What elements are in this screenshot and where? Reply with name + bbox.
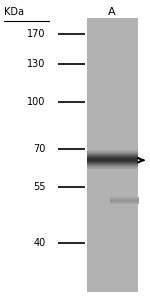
Text: KDa: KDa [4,7,24,17]
Text: 70: 70 [33,144,46,154]
Text: 55: 55 [33,182,46,192]
Text: A: A [108,7,116,16]
Text: 170: 170 [27,29,46,39]
Text: 40: 40 [33,238,46,248]
Text: 130: 130 [27,59,46,69]
Text: 100: 100 [27,97,46,107]
